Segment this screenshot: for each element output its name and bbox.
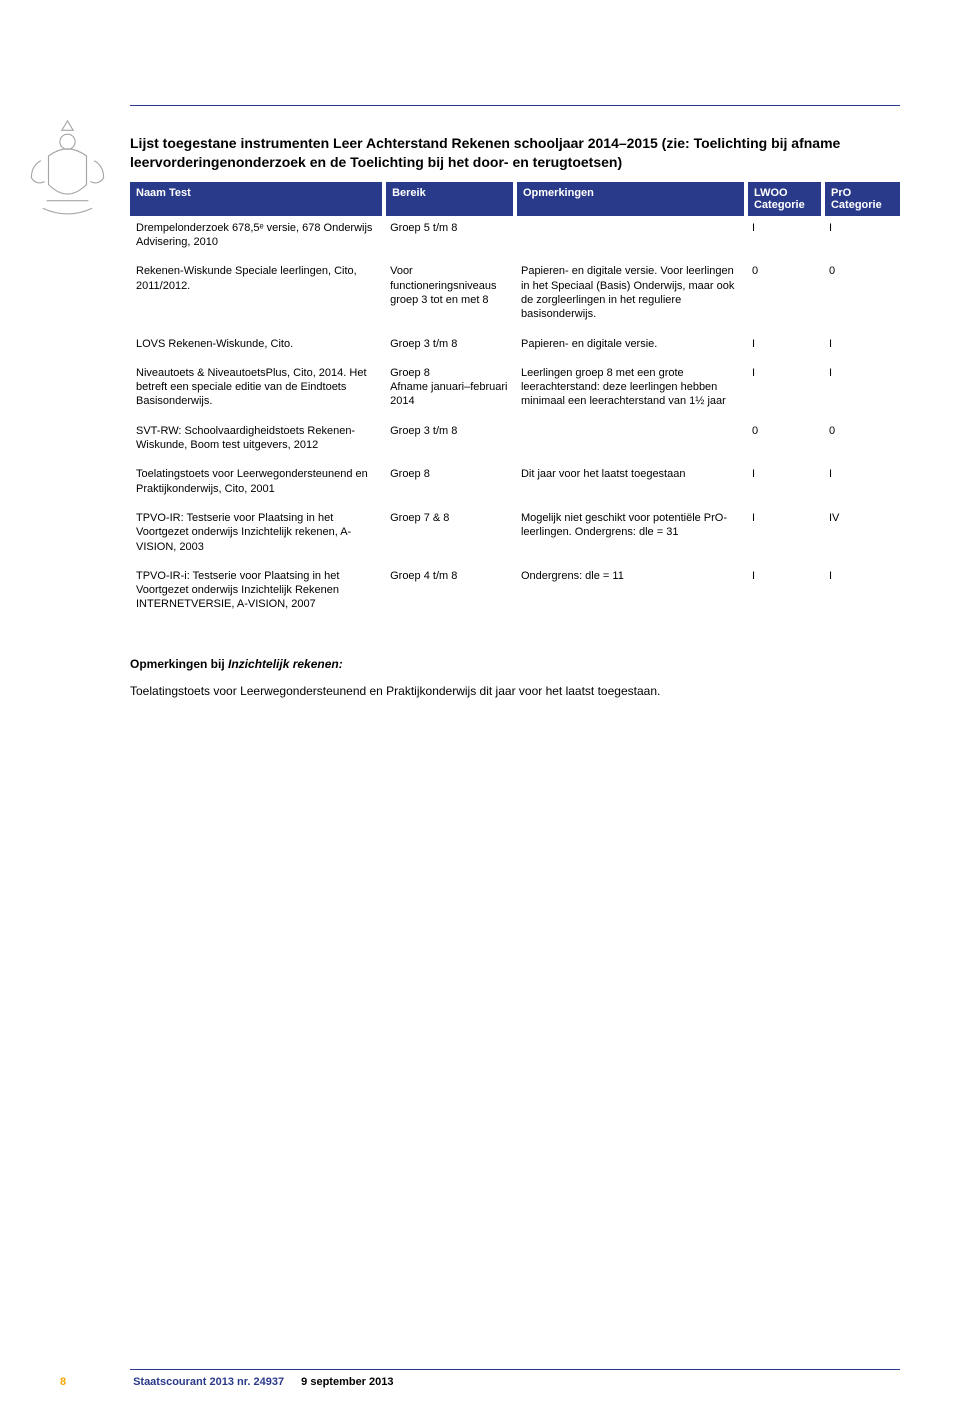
publication-date: 9 september 2013: [301, 1376, 393, 1388]
table-body: Drempelonderzoek 678,5ᵉ versie, 678 Onde…: [130, 216, 900, 622]
coat-of-arms-logo: [20, 113, 115, 218]
cell-naam: Toelatingstoets voor Leerwegondersteunen…: [130, 462, 384, 506]
cell-opm: Papieren- en digitale versie.: [515, 332, 746, 361]
cell-lwoo: 0: [746, 419, 823, 463]
cell-opm: [515, 216, 746, 260]
cell-naam: Niveautoets & NiveautoetsPlus, Cito, 201…: [130, 361, 384, 419]
cell-pro: I: [823, 462, 900, 506]
cell-lwoo: I: [746, 462, 823, 506]
col-header-bereik: Bereik: [384, 182, 515, 216]
col-header-pro: PrO Categorie: [823, 182, 900, 216]
instruments-table: Naam Test Bereik Opmerkingen LWOO Catego…: [130, 182, 900, 622]
table-row: Drempelonderzoek 678,5ᵉ versie, 678 Onde…: [130, 216, 900, 260]
table-row: TPVO-IR-i: Testserie voor Plaatsing in h…: [130, 564, 900, 622]
table-header-row: Naam Test Bereik Opmerkingen LWOO Catego…: [130, 182, 900, 216]
cell-lwoo: I: [746, 506, 823, 564]
remarks-heading: Opmerkingen bij Inzichtelijk rekenen:: [130, 657, 900, 671]
remarks-body: Toelatingstoets voor Leerwegondersteunen…: [130, 683, 900, 700]
remarks-heading-em: Inzichtelijk rekenen:: [228, 657, 343, 671]
cell-lwoo: I: [746, 332, 823, 361]
cell-lwoo: I: [746, 216, 823, 260]
cell-bereik: Groep 7 & 8: [384, 506, 515, 564]
top-rule: [130, 105, 900, 106]
cell-naam: TPVO-IR-i: Testserie voor Plaatsing in h…: [130, 564, 384, 622]
cell-bereik: Groep 3 t/m 8: [384, 332, 515, 361]
cell-opm: Leerlingen groep 8 met een grote leerach…: [515, 361, 746, 419]
cell-opm: Papieren- en digitale versie. Voor leerl…: [515, 259, 746, 331]
publication-ref: Staatscourant 2013 nr. 24937: [133, 1376, 284, 1388]
cell-opm: Dit jaar voor het laatst toegestaan: [515, 462, 746, 506]
cell-bereik: Groep 8 Afname januari–februari 2014: [384, 361, 515, 419]
col-header-opm: Opmerkingen: [515, 182, 746, 216]
table-row: SVT-RW: Schoolvaardigheidstoets Rekenen-…: [130, 419, 900, 463]
cell-opm: Mogelijk niet geschikt voor potentiële P…: [515, 506, 746, 564]
cell-bereik: Groep 4 t/m 8: [384, 564, 515, 622]
col-header-lwoo: LWOO Categorie: [746, 182, 823, 216]
cell-bereik: Groep 5 t/m 8: [384, 216, 515, 260]
table-row: Toelatingstoets voor Leerwegondersteunen…: [130, 462, 900, 506]
cell-pro: 0: [823, 419, 900, 463]
cell-naam: LOVS Rekenen-Wiskunde, Cito.: [130, 332, 384, 361]
col-header-naam: Naam Test: [130, 182, 384, 216]
cell-naam: Drempelonderzoek 678,5ᵉ versie, 678 Onde…: [130, 216, 384, 260]
page-number: 8: [0, 1376, 130, 1388]
cell-bereik: Groep 8: [384, 462, 515, 506]
cell-pro: I: [823, 216, 900, 260]
cell-bereik: Groep 3 t/m 8: [384, 419, 515, 463]
cell-naam: SVT-RW: Schoolvaardigheidstoets Rekenen-…: [130, 419, 384, 463]
cell-bereik: Voor functioneringsniveaus groep 3 tot e…: [384, 259, 515, 331]
table-row: TPVO-IR: Testserie voor Plaatsing in het…: [130, 506, 900, 564]
table-row: Niveautoets & NiveautoetsPlus, Cito, 201…: [130, 361, 900, 419]
cell-pro: I: [823, 564, 900, 622]
cell-pro: I: [823, 361, 900, 419]
table-row: LOVS Rekenen-Wiskunde, Cito. Groep 3 t/m…: [130, 332, 900, 361]
table-row: Rekenen-Wiskunde Speciale leerlingen, Ci…: [130, 259, 900, 331]
remarks-heading-prefix: Opmerkingen bij: [130, 657, 228, 671]
cell-opm: Ondergrens: dle = 11: [515, 564, 746, 622]
list-title: Lijst toegestane instrumenten Leer Achte…: [130, 134, 900, 172]
cell-pro: 0: [823, 259, 900, 331]
footer-rule: [130, 1369, 900, 1370]
cell-lwoo: I: [746, 361, 823, 419]
page-footer: 8 Staatscourant 2013 nr. 24937 9 septemb…: [0, 1369, 960, 1388]
cell-naam: Rekenen-Wiskunde Speciale leerlingen, Ci…: [130, 259, 384, 331]
cell-naam: TPVO-IR: Testserie voor Plaatsing in het…: [130, 506, 384, 564]
cell-lwoo: I: [746, 564, 823, 622]
cell-lwoo: 0: [746, 259, 823, 331]
cell-opm: [515, 419, 746, 463]
cell-pro: IV: [823, 506, 900, 564]
cell-pro: I: [823, 332, 900, 361]
